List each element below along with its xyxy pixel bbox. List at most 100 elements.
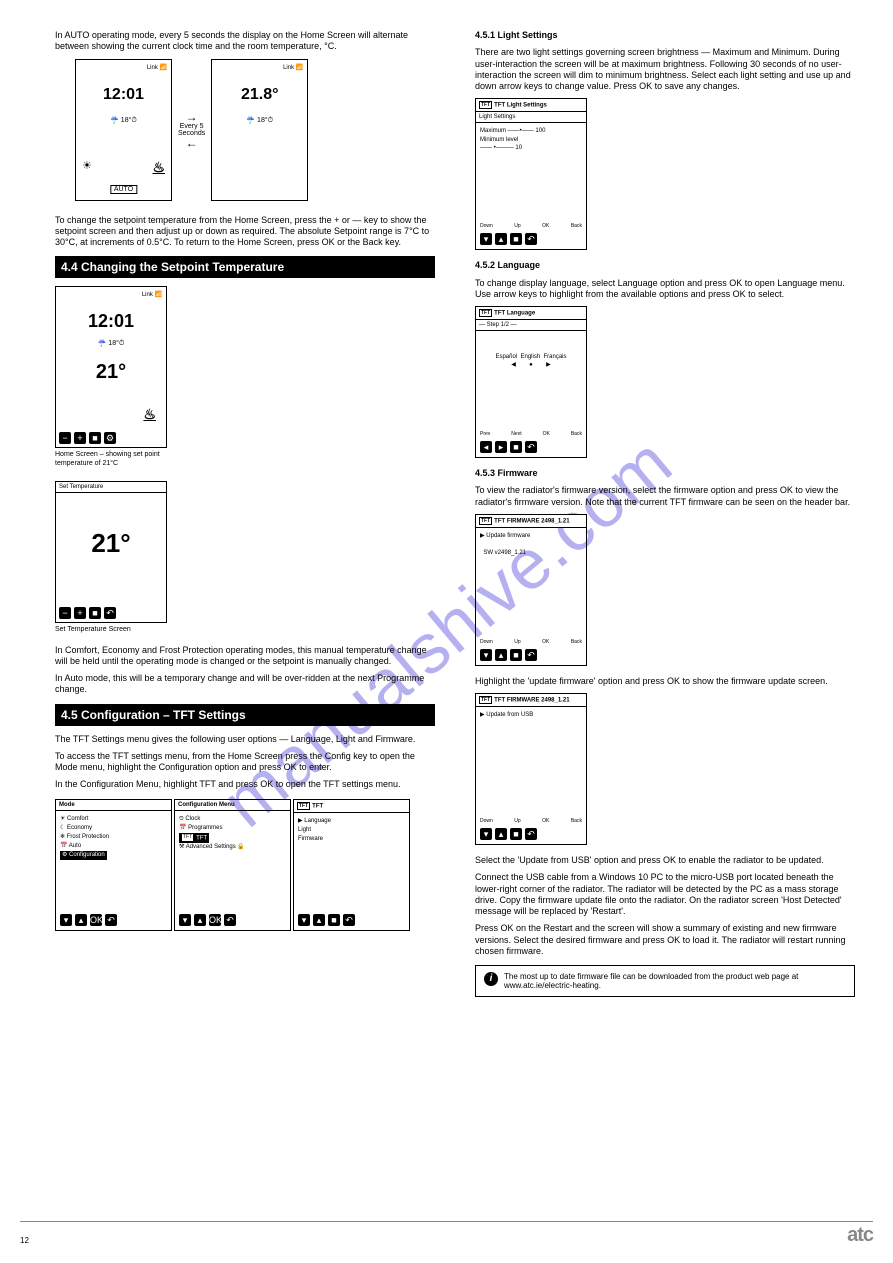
sun-icon: ☀ bbox=[82, 159, 92, 176]
mid-row: ☔ 18°⏱ bbox=[212, 116, 307, 125]
label: Down bbox=[480, 818, 493, 824]
diagram-box-left: Link 📶 12:01 ☔ 18°⏱ ☀ ♨ AUTO bbox=[75, 59, 172, 201]
label: Back bbox=[571, 223, 582, 229]
config-button[interactable]: ⚙ bbox=[104, 432, 116, 444]
light-settings-title: 4.5.1 Light Settings bbox=[475, 30, 855, 41]
plus-button[interactable]: + bbox=[74, 432, 86, 444]
home-screen-lcd: Link 📶 12:01 ☔ 18°⏱ 21° ♨ − + ■ ⚙ bbox=[55, 286, 167, 448]
back-button[interactable]: ↶ bbox=[525, 233, 537, 245]
back-button[interactable]: ↶ bbox=[104, 607, 116, 619]
ok-button[interactable]: ■ bbox=[510, 441, 522, 453]
prev-button[interactable]: ◂ bbox=[480, 441, 492, 453]
mode-hold-text: In Comfort, Economy and Frost Protection… bbox=[55, 645, 435, 668]
ok-button[interactable]: ■ bbox=[510, 828, 522, 840]
up-button[interactable]: ▴ bbox=[495, 649, 507, 661]
tft-icon: TFT bbox=[479, 101, 492, 109]
lcd2-caption: Set Temperature Screen bbox=[55, 626, 165, 635]
up-button[interactable]: ▴ bbox=[313, 914, 325, 926]
lcd-body: ▶ Update firmware SW v2498_1.21 bbox=[476, 528, 586, 561]
tft-icon: TFT bbox=[181, 833, 194, 843]
list-item[interactable]: 📅 Programmes bbox=[179, 824, 286, 833]
ok-button[interactable]: ■ bbox=[510, 649, 522, 661]
plus-button[interactable]: + bbox=[74, 607, 86, 619]
button-labels: Down Up OK Back bbox=[480, 639, 582, 645]
down-button[interactable]: ▾ bbox=[298, 914, 310, 926]
back-button[interactable]: ↶ bbox=[525, 649, 537, 661]
language-lcd: TFTTFT Language — Step 1/2 — Español Eng… bbox=[475, 306, 587, 458]
intro-text: In AUTO operating mode, every 5 seconds … bbox=[55, 30, 435, 53]
lcd-subheader: Light Settings bbox=[476, 112, 586, 123]
ok-button[interactable]: OK bbox=[90, 914, 102, 926]
lcd-subheader: — Step 1/2 — bbox=[476, 320, 586, 331]
auto-override-text: In Auto mode, this will be a temporary c… bbox=[55, 673, 435, 696]
back-button[interactable]: ↶ bbox=[224, 914, 236, 926]
list-item[interactable]: ☾ Economy bbox=[60, 824, 167, 833]
list-item[interactable]: Light bbox=[298, 826, 405, 835]
list-item[interactable]: ⏲ Clock bbox=[179, 815, 286, 824]
label: Prev bbox=[480, 431, 490, 437]
light-settings-text: There are two light settings governing s… bbox=[475, 47, 855, 92]
list-item[interactable]: ⚒ Advanced Settings 🔒 bbox=[179, 843, 286, 852]
arrow-group: → Every 5 Seconds ← bbox=[178, 113, 205, 147]
lcd-header: TFTTFT FIRMWARE 2498_1.21 bbox=[476, 515, 586, 528]
ok-button[interactable]: ■ bbox=[89, 432, 101, 444]
lcd-header: Configuration Menu bbox=[175, 800, 290, 811]
page-number: 12 bbox=[20, 1236, 29, 1245]
list-item[interactable]: ☀ Comfort bbox=[60, 815, 167, 824]
auto-badge: AUTO bbox=[110, 185, 137, 194]
label: Down bbox=[480, 639, 493, 645]
back-button[interactable]: ↶ bbox=[105, 914, 117, 926]
label: OK bbox=[542, 818, 549, 824]
back-button[interactable]: ↶ bbox=[343, 914, 355, 926]
lcd-body: ▶ Update from USB bbox=[476, 707, 586, 723]
up-button[interactable]: ▴ bbox=[194, 914, 206, 926]
lcd-body: Español English Français ◀ ● ▶ bbox=[476, 349, 586, 374]
link-icon: Link 📶 bbox=[142, 291, 162, 298]
right-column: 4.5.1 Light Settings There are two light… bbox=[475, 30, 855, 997]
menu-list: ⏲ Clock 📅 Programmes TFTTFT ⚒ Advanced S… bbox=[175, 811, 290, 856]
label: Up bbox=[514, 639, 520, 645]
label: OK bbox=[542, 639, 549, 645]
minus-button[interactable]: − bbox=[59, 607, 71, 619]
button-row: − + ■ ↶ bbox=[59, 607, 116, 619]
list-item-selected[interactable]: TFT bbox=[196, 835, 207, 841]
info-text: The most up to date firmware file can be… bbox=[504, 972, 846, 990]
next-button[interactable]: ▸ bbox=[495, 441, 507, 453]
ok-button[interactable]: ■ bbox=[328, 914, 340, 926]
list-item[interactable]: ▶ Language bbox=[298, 817, 405, 826]
tft-icon: TFT bbox=[479, 309, 492, 317]
firmware-lcd-1: TFTTFT FIRMWARE 2498_1.21 ▶ Update firmw… bbox=[475, 514, 587, 666]
back-button[interactable]: ↶ bbox=[525, 828, 537, 840]
ok-button[interactable]: OK bbox=[209, 914, 221, 926]
time-display: 12:01 bbox=[76, 86, 171, 104]
alternating-diagram: Link 📶 12:01 ☔ 18°⏱ ☀ ♨ AUTO → Every 5 S… bbox=[75, 59, 435, 201]
light-settings-lcd: TFTTFT Light Settings Light Settings Max… bbox=[475, 98, 587, 250]
up-button[interactable]: ▴ bbox=[75, 914, 87, 926]
down-button[interactable]: ▾ bbox=[179, 914, 191, 926]
tft-icon: TFT bbox=[297, 802, 310, 810]
down-button[interactable]: ▾ bbox=[480, 649, 492, 661]
link-icon: Link 📶 bbox=[147, 64, 167, 71]
list-item[interactable]: ❄ Frost Protection bbox=[60, 833, 167, 842]
down-button[interactable]: ▾ bbox=[480, 233, 492, 245]
down-button[interactable]: ▾ bbox=[60, 914, 72, 926]
set-temp-lcd: Set Temperature 21° − + ■ ↶ bbox=[55, 481, 167, 623]
minus-button[interactable]: − bbox=[59, 432, 71, 444]
list-item[interactable]: 📅 Auto bbox=[60, 842, 167, 851]
down-button[interactable]: ▾ bbox=[480, 828, 492, 840]
section-bar-setpoint: 4.4 Changing the Setpoint Temperature bbox=[55, 256, 435, 278]
menu-strip: Mode ☀ Comfort ☾ Economy ❄ Frost Protect… bbox=[55, 799, 435, 931]
button-row: − + ■ ⚙ bbox=[59, 432, 116, 444]
ok-button[interactable]: ■ bbox=[89, 607, 101, 619]
firmware-lcd-2: TFTTFT FIRMWARE 2498_1.21 ▶ Update from … bbox=[475, 693, 587, 845]
up-button[interactable]: ▴ bbox=[495, 233, 507, 245]
list-item-selected[interactable]: ⚙ Configuration bbox=[60, 851, 107, 860]
menu-list: ▶ Language Light Firmware bbox=[294, 813, 409, 848]
up-button[interactable]: ▴ bbox=[495, 828, 507, 840]
ok-button[interactable]: ■ bbox=[510, 233, 522, 245]
list-item[interactable]: Firmware bbox=[298, 835, 405, 844]
back-button[interactable]: ↶ bbox=[525, 441, 537, 453]
tft-p1: The TFT Settings menu gives the followin… bbox=[55, 734, 435, 745]
tft-icon: TFT bbox=[479, 517, 492, 525]
tft-menu-lcd: TFTTFT ▶ Language Light Firmware ▾ ▴ ■ ↶ bbox=[293, 799, 410, 931]
